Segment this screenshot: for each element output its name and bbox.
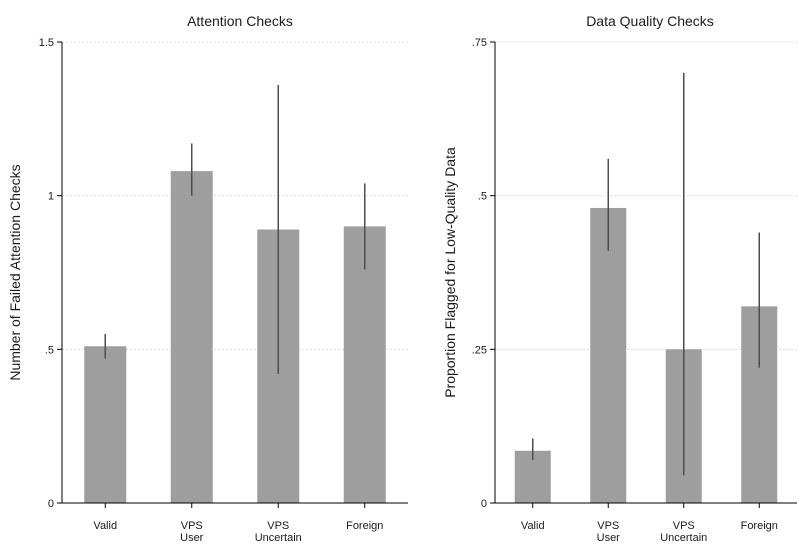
x-tick-label-line: Valid xyxy=(93,520,117,532)
x-tick-label: VPS Uncertain xyxy=(660,520,707,544)
x-tick-label: Foreign xyxy=(741,520,778,532)
x-tick-label: Foreign xyxy=(346,520,383,532)
chart-title: Attention Checks xyxy=(187,13,293,29)
x-tick-label: VPS User xyxy=(597,520,621,544)
x-tick-label-line: Valid xyxy=(521,520,545,532)
x-tick-label-line: Uncertain xyxy=(255,532,302,544)
x-tick-label-line: User xyxy=(597,532,621,544)
bar xyxy=(343,226,386,503)
x-tick-label: Valid xyxy=(521,520,545,532)
x-tick-label-line: VPS xyxy=(181,520,203,532)
bar xyxy=(170,171,213,503)
y-tick-label: .5 xyxy=(478,191,487,203)
x-tick-label-line: Uncertain xyxy=(660,532,707,544)
x-tick-label-line: User xyxy=(180,532,204,544)
x-tick-label-line: Foreign xyxy=(741,520,778,532)
y-axis-title: Proportion Flagged for Low-Quality Data xyxy=(442,147,458,398)
y-axis-title: Number of Failed Attention Checks xyxy=(7,164,23,380)
y-tick-label: 0 xyxy=(48,498,54,510)
x-tick-label-line: Foreign xyxy=(346,520,383,532)
x-tick-label-line: VPS xyxy=(597,520,619,532)
bar xyxy=(84,346,127,503)
x-tick-label: VPS User xyxy=(180,520,204,544)
y-tick-label: .5 xyxy=(45,344,54,356)
x-tick-label-line: VPS xyxy=(673,520,695,532)
y-tick-label: 0 xyxy=(481,498,487,510)
y-tick-label: 1 xyxy=(48,191,54,203)
bar xyxy=(590,207,627,503)
x-tick-label: Valid xyxy=(93,520,117,532)
chart-title: Data Quality Checks xyxy=(586,13,714,29)
y-tick-label: .25 xyxy=(472,344,487,356)
y-tick-label: .75 xyxy=(472,37,487,49)
y-tick-label: 1.5 xyxy=(39,37,54,49)
x-tick-label-line: VPS xyxy=(267,520,289,532)
x-tick-label: VPS Uncertain xyxy=(255,520,302,544)
